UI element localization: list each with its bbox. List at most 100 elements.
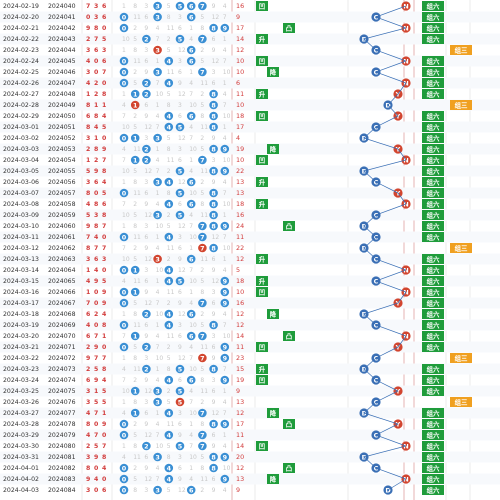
miss-count: 8	[133, 179, 137, 186]
digit-ball-label: 9	[223, 453, 228, 461]
draw-date: 2024-02-25	[3, 69, 39, 76]
miss-count: 9	[212, 3, 216, 10]
letter-trend-line	[363, 159, 407, 172]
miss-count: 5	[167, 3, 171, 10]
letter-trend-line	[375, 49, 407, 62]
digit-ball	[209, 364, 218, 374]
miss-count: 4	[156, 201, 160, 208]
miss-count: 5	[133, 80, 137, 87]
sum-value: 6	[236, 79, 240, 87]
issue-number: 2024054	[48, 157, 76, 164]
miss-count: 9	[178, 432, 182, 439]
miss-count: 9	[178, 476, 182, 483]
kind-badge	[422, 287, 444, 297]
draw-date: 2024-03-02	[3, 135, 39, 142]
draw-digit: 0	[102, 432, 107, 439]
kind-badge-label: 组六	[427, 166, 440, 175]
draw-digit: 0	[94, 322, 99, 329]
miss-count: 4	[223, 443, 227, 450]
digit-ball	[209, 188, 218, 198]
shape-badge	[256, 364, 268, 374]
digit-ball-label: 6	[189, 255, 194, 263]
tag-badge-label: 组三	[455, 45, 468, 54]
miss-count: 1	[122, 3, 126, 10]
digit-ball	[130, 265, 140, 275]
draw-digit: 7	[86, 234, 90, 241]
digit-ball	[153, 45, 162, 55]
miss-count: 5	[167, 487, 171, 494]
draw-date: 2024-02-24	[3, 58, 39, 65]
shape-badge-label: 降	[270, 309, 277, 318]
draw-digit: 7	[102, 157, 106, 164]
digit-ball-label: 3	[155, 255, 159, 263]
draw-digit: 6	[94, 256, 98, 263]
digit-ball	[119, 56, 129, 66]
shape-badge	[256, 155, 268, 165]
draw-digit: 0	[94, 487, 99, 494]
sum-value: 12	[236, 464, 244, 472]
miss-count: 6	[212, 300, 216, 307]
draw-digit: 6	[94, 179, 98, 186]
miss-count: 3	[178, 234, 182, 241]
draw-digit: 0	[102, 80, 107, 87]
row-band	[0, 363, 500, 375]
kind-badge-label: 组六	[427, 386, 440, 395]
draw-date: 2024-04-01	[3, 465, 39, 472]
draw-digit: 6	[102, 3, 106, 10]
miss-count: 12	[144, 300, 152, 307]
digit-ball	[209, 463, 218, 473]
miss-count: 5	[200, 322, 204, 329]
kind-badge-label: 组六	[427, 232, 440, 241]
digit-ball	[220, 375, 230, 385]
miss-count: 6	[178, 69, 182, 76]
miss-count: 12	[212, 410, 220, 417]
miss-count: 11	[167, 333, 175, 340]
miss-count: 9	[212, 135, 216, 142]
miss-count: 11	[200, 124, 208, 131]
kind-badge	[422, 177, 444, 187]
digit-ball	[198, 441, 207, 451]
miss-count: 8	[133, 487, 137, 494]
miss-count: 4	[189, 212, 193, 219]
draw-digit: 3	[86, 179, 90, 186]
miss-count: 4	[122, 146, 126, 153]
miss-count: 6	[178, 421, 182, 428]
digit-ball	[153, 210, 162, 220]
digit-ball-label: 5	[178, 167, 182, 175]
draw-digit: 3	[86, 69, 90, 76]
miss-count: 11	[133, 14, 141, 21]
kind-badge	[422, 221, 444, 231]
draw-digit: 0	[86, 14, 91, 21]
issue-number: 2024084	[48, 487, 76, 494]
miss-count: 6	[178, 333, 182, 340]
tag-badge	[450, 353, 472, 363]
miss-count: 7	[189, 355, 193, 362]
digit-ball	[186, 12, 196, 22]
shape-badge-label: 升	[259, 276, 266, 285]
miss-count: 2	[133, 113, 137, 120]
draw-digit: 4	[102, 311, 107, 318]
miss-count: 6	[144, 14, 148, 21]
digit-ball	[130, 331, 140, 341]
kind-badge-label: 组六	[427, 67, 440, 76]
miss-count: 2	[133, 465, 137, 472]
kind-badge	[422, 254, 444, 264]
miss-count: 12	[212, 14, 220, 21]
digit-ball	[164, 430, 174, 440]
digit-ball-label: 3	[155, 46, 159, 54]
letter-trend-line	[375, 269, 407, 282]
issue-number: 2024079	[48, 432, 76, 439]
shape-badge-label: 升	[259, 177, 266, 186]
sum-value: 10	[236, 57, 244, 65]
letter-trend-line	[363, 225, 377, 238]
digit-ball	[220, 342, 230, 352]
tag-badge	[450, 45, 472, 55]
draw-digit: 0	[94, 58, 99, 65]
draw-digit: 4	[86, 432, 91, 439]
digit-ball-label: 7	[200, 244, 204, 252]
draw-date: 2024-03-11	[3, 234, 39, 241]
shape-badge-label: 凸	[286, 24, 292, 32]
digit-ball	[130, 287, 140, 297]
miss-count: 9	[212, 179, 216, 186]
digit-ball	[175, 34, 185, 44]
